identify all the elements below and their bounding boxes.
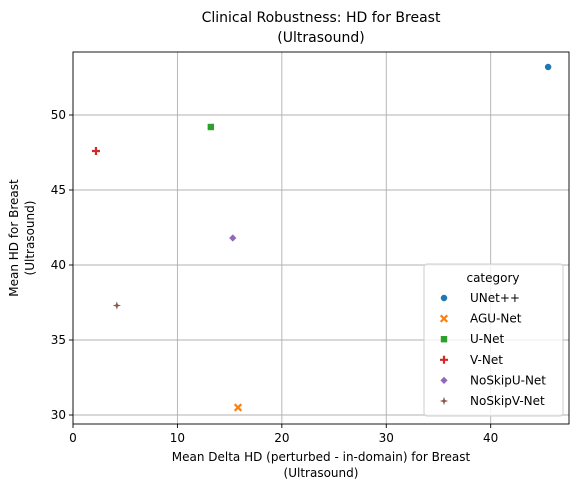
legend-box <box>423 263 564 417</box>
y-tick-label: 45 <box>51 183 66 197</box>
data-point-unet- <box>544 63 553 71</box>
x-tick-label: 40 <box>483 431 498 445</box>
x-tick-label: 0 <box>69 431 77 445</box>
legend-label-noskipu-net: NoSkipU-Net <box>470 373 546 387</box>
y-tick-label: 30 <box>51 408 66 422</box>
legend-marker-agu-net <box>439 314 449 323</box>
points-layer <box>91 63 553 412</box>
x-tick-label: 30 <box>379 431 394 445</box>
data-point-v-net <box>91 147 100 155</box>
x-axis-label-line-1: Mean Delta HD (perturbed - in-domain) fo… <box>172 450 471 464</box>
x-tick-label: 20 <box>274 431 289 445</box>
y-tick-label: 50 <box>51 108 66 122</box>
legend-label-v-net: V-Net <box>470 353 503 367</box>
legend-label-agu-net: AGU-Net <box>470 312 522 326</box>
legend-marker-u-net <box>440 336 448 343</box>
legend-marker-noskipu-net <box>440 376 448 384</box>
data-point-agu-net <box>233 403 243 412</box>
legend-marker-v-net <box>440 355 448 364</box>
legend-entries: UNet++ AGU-Net U-Net V-Net NoSkipU-Net NoSkip… <box>439 291 546 408</box>
legend-marker-noskipv-net <box>439 396 449 406</box>
legend-marker-unet- <box>440 294 448 302</box>
x-tick-label: 10 <box>170 431 185 445</box>
legend-title: category <box>466 271 519 285</box>
y-axis-label-line-1: Mean HD for Breast <box>7 179 21 297</box>
legend-label-noskipv-net: NoSkipV-Net <box>470 394 545 408</box>
y-axis-label-line-2: (Ultrasound) <box>23 201 37 276</box>
plot-frame <box>72 51 570 425</box>
tick-layer: 0 10 20 30 40 30 35 40 45 50 <box>51 108 499 445</box>
x-axis-label-line-2: (Ultrasound) <box>284 466 359 480</box>
grid-layer <box>72 52 569 424</box>
data-point-noskipv-net <box>112 301 122 310</box>
chart-title-line-2: (Ultrasound) <box>277 30 364 46</box>
legend-label-u-net: U-Net <box>470 332 504 346</box>
data-point-u-net <box>207 123 215 131</box>
chart-title-line-1: Clinical Robustness: HD for Breast <box>202 10 441 26</box>
legend-label-unet-: UNet++ <box>470 291 520 305</box>
legend: category UNet++ AGU-Net U-Net V-Net NoSkipU-… <box>423 263 564 417</box>
y-tick-label: 35 <box>51 333 66 347</box>
data-point-noskipu-net <box>229 234 237 242</box>
y-tick-label: 40 <box>51 258 66 272</box>
